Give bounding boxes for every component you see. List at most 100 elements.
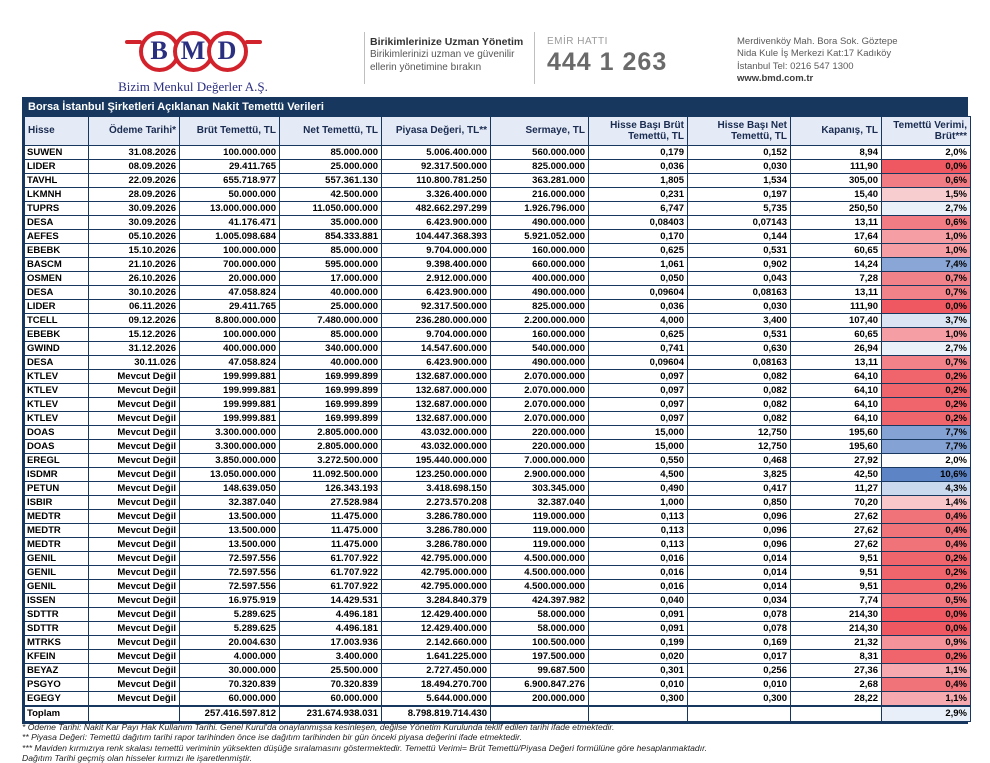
- gross-dividend-cell: 60.000.000: [179, 691, 280, 707]
- close-price-cell: 195,60: [790, 425, 882, 441]
- col-header-dividend-yield: Temettü Verimi, Brüt***: [881, 116, 971, 147]
- net-dividend-cell: 2.805.000.000: [279, 439, 382, 455]
- footnote-line: *** Maviden kırmızıya renk skalası temet…: [22, 742, 708, 753]
- market-value-cell: 123.250.000.000: [381, 467, 491, 483]
- gross-dps-cell: 0,170: [588, 229, 688, 245]
- net-dividend-cell: 42.500.000: [279, 187, 382, 203]
- gross-dividend-cell: 72.597.556: [179, 565, 280, 581]
- col-header-gross-dividend: Brüt Temettü, TL: [179, 116, 280, 147]
- gross-dps-cell: 0,300: [588, 691, 688, 707]
- gross-dps-cell: 4,500: [588, 467, 688, 483]
- capital-cell: 2.070.000.000: [490, 397, 589, 413]
- table-row: GENIL Mevcut Değil 72.597.556 61.707.922 42.…: [24, 579, 971, 595]
- close-price-cell: 214,30: [790, 607, 882, 623]
- dividend-yield-cell: 2,0%: [881, 453, 971, 469]
- logo-left-stroke: [124, 40, 142, 44]
- gross-dividend-cell: 72.597.556: [179, 579, 280, 595]
- address-line: Nida Kule İş Merkezi Kat:17 Kadıköy: [737, 48, 892, 60]
- gross-dps-cell: 0,016: [588, 565, 688, 581]
- table-row: LIDER 06.11.2026 29.411.765 25.000.000 92.31…: [24, 299, 971, 315]
- market-value-cell: 3.284.840.379: [381, 593, 491, 609]
- capital-cell: 220.000.000: [490, 425, 589, 441]
- net-dps-cell: 12,750: [687, 425, 791, 441]
- payment-date-cell: Mevcut Değil: [88, 607, 180, 623]
- capital-cell: 119.000.000: [490, 509, 589, 525]
- gross-dps-cell: 0,09604: [588, 285, 688, 301]
- gross-dividend-cell: 8.800.000.000: [179, 313, 280, 329]
- capital-cell: 2.200.000.000: [490, 313, 589, 329]
- net-dividend-cell: 60.000.000: [279, 691, 382, 707]
- net-dps-cell: 0,082: [687, 411, 791, 427]
- gross-dividend-cell: 13.050.000.000: [179, 467, 280, 483]
- payment-date-cell: 30.10.2026: [88, 285, 180, 301]
- table-row: PETUN Mevcut Değil 148.639.050 126.343.193 3…: [24, 481, 971, 497]
- gross-dividend-cell: 148.639.050: [179, 481, 280, 497]
- table-row: KTLEV Mevcut Değil 199.999.881 169.999.899 1…: [24, 411, 971, 427]
- footnote-line: * Ödeme Tarihi: Nakit Kar Payı Hak Kulla…: [22, 722, 615, 732]
- col-header-capital: Sermaye, TL: [490, 116, 589, 147]
- payment-date-cell: Mevcut Değil: [88, 369, 180, 385]
- capital-cell: 160.000.000: [490, 327, 589, 343]
- payment-date-cell: Mevcut Değil: [88, 397, 180, 413]
- capital-cell: 216.000.000: [490, 187, 589, 203]
- payment-date-cell: 30.11.026: [88, 355, 180, 371]
- net-dividend-cell: 40.000.000: [279, 285, 382, 301]
- table-row: DESA 30.10.2026 47.058.824 40.000.000 6.423.…: [24, 285, 971, 301]
- capital-cell: 119.000.000: [490, 523, 589, 539]
- net-dps-cell: 0,034: [687, 593, 791, 609]
- gross-dps-cell: 0,016: [588, 579, 688, 595]
- net-dps-cell: 12,750: [687, 439, 791, 455]
- net-dps-cell: 0,256: [687, 663, 791, 679]
- gross-dividend-cell: 3.300.000.000: [179, 439, 280, 455]
- capital-cell: 119.000.000: [490, 537, 589, 553]
- website-link[interactable]: www.bmd.com.tr: [737, 73, 814, 85]
- table-row: GENIL Mevcut Değil 72.597.556 61.707.922 42.…: [24, 565, 971, 581]
- close-price-cell: 305,00: [790, 173, 882, 189]
- net-dps-cell: 0,096: [687, 523, 791, 539]
- market-value-cell: 3.286.780.000: [381, 523, 491, 539]
- close-price-cell: 60,65: [790, 327, 882, 343]
- capital-cell: 197.500.000: [490, 649, 589, 665]
- ticker-cell: EREGL: [24, 453, 89, 469]
- gross-dividend-cell: 100.000.000: [179, 243, 280, 259]
- dividend-yield-cell: 4,3%: [881, 481, 971, 497]
- capital-cell: 220.000.000: [490, 439, 589, 455]
- net-dividend-cell: 11.092.500.000: [279, 467, 382, 483]
- ticker-cell: KTLEV: [24, 369, 89, 385]
- table-row: GENIL Mevcut Değil 72.597.556 61.707.922 42.…: [24, 551, 971, 567]
- net-dps-cell: 0,030: [687, 299, 791, 315]
- dividend-yield-cell: 7,7%: [881, 439, 971, 455]
- close-price-cell: 60,65: [790, 243, 882, 259]
- dividend-yield-cell: 0,2%: [881, 369, 971, 385]
- ticker-cell: KTLEV: [24, 383, 89, 399]
- payment-date-cell: Mevcut Değil: [88, 439, 180, 455]
- gross-dps-cell: 0,199: [588, 635, 688, 651]
- net-dividend-cell: 61.707.922: [279, 551, 382, 567]
- market-value-cell: 132.687.000.000: [381, 369, 491, 385]
- net-dividend-cell: 11.050.000.000: [279, 201, 382, 217]
- net-dps-cell: 0,030: [687, 159, 791, 175]
- gross-dps-cell: 6,747: [588, 201, 688, 217]
- address-line: Merdivenköy Mah. Bora Sok. Göztepe: [737, 36, 898, 47]
- ticker-cell: MEDTR: [24, 509, 89, 525]
- ticker-cell: DESA: [24, 285, 89, 301]
- col-header-ticker: Hisse: [24, 116, 89, 147]
- gross-dividend-cell: 41.176.471: [179, 215, 280, 231]
- ticker-cell: KFEIN: [24, 649, 89, 665]
- close-price-cell: 7,74: [790, 593, 882, 609]
- payment-date-cell: Mevcut Değil: [88, 425, 180, 441]
- net-dps-cell: 0,417: [687, 481, 791, 497]
- payment-date-cell: Mevcut Değil: [88, 411, 180, 427]
- close-price-cell: 7,28: [790, 271, 882, 287]
- total-label: Toplam: [24, 705, 89, 722]
- market-value-cell: 18.494.270.700: [381, 677, 491, 693]
- gross-dividend-cell: 5.289.625: [179, 607, 280, 623]
- dividend-yield-cell: 0,2%: [881, 565, 971, 581]
- net-dps-cell: 0,468: [687, 453, 791, 469]
- net-dividend-cell: 2.805.000.000: [279, 425, 382, 441]
- payment-date-cell: Mevcut Değil: [88, 523, 180, 539]
- table-row: EREGL Mevcut Değil 3.850.000.000 3.272.500.…: [24, 453, 971, 469]
- market-value-cell: 92.317.500.000: [381, 159, 491, 175]
- gross-dps-cell: 0,113: [588, 523, 688, 539]
- order-line-label: EMİR HATTI: [547, 36, 608, 47]
